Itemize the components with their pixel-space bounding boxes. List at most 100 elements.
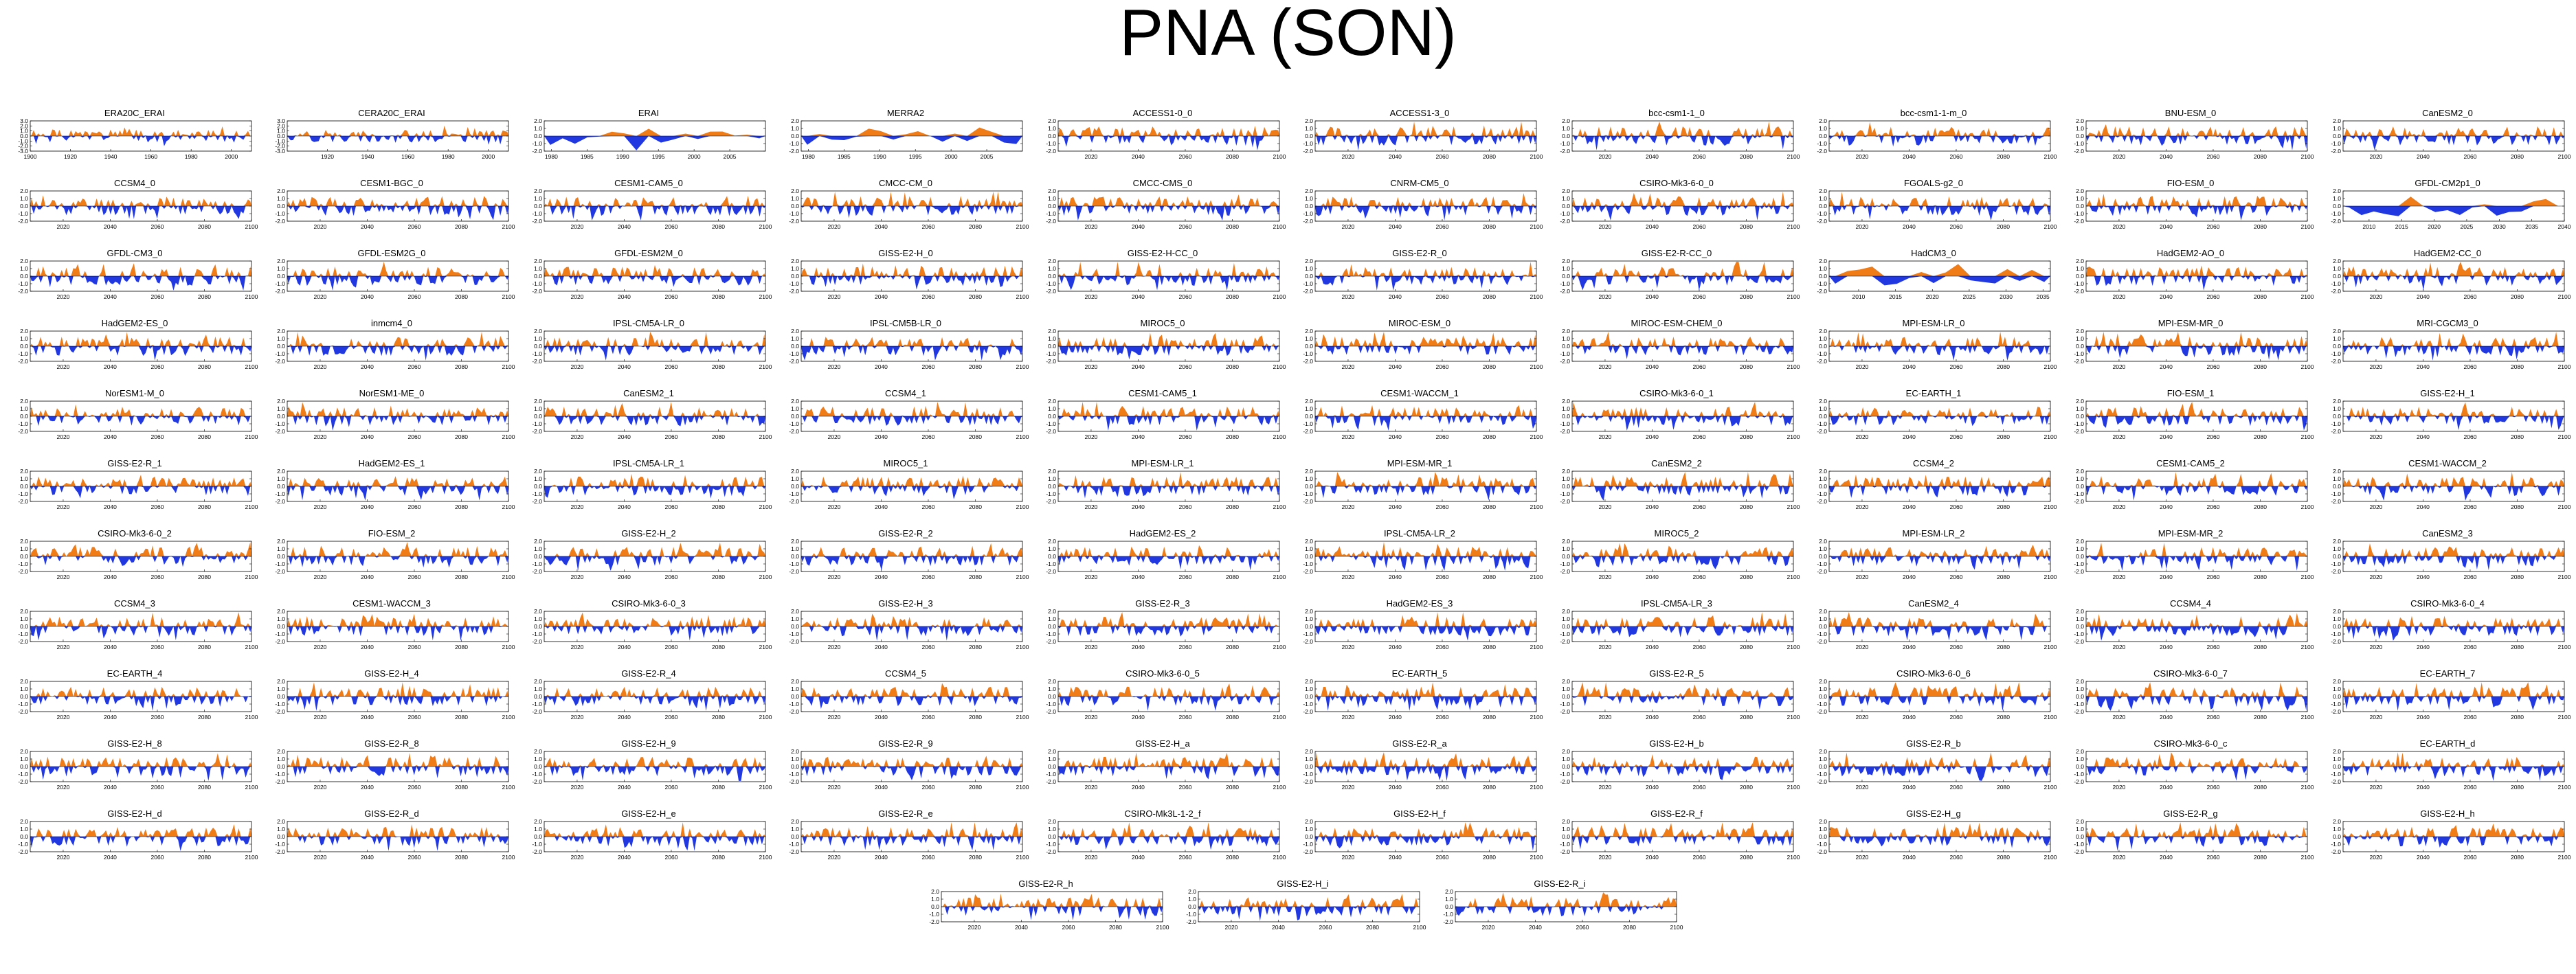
panel-title: CESM1-CAM5_2 bbox=[2156, 458, 2225, 468]
panel-title: HadGEM2-ES_2 bbox=[1129, 528, 1196, 539]
x-tick-label: 2020 bbox=[1341, 223, 1354, 230]
y-tick-label: 1.0 bbox=[1048, 475, 1056, 482]
y-tick-label: -2.0 bbox=[1303, 568, 1313, 575]
panel-GISS-E2-H_8: GISS-E2-H_8 -2.0 -1.0 0.0 1.0 2.0 2020 2040 2060… bbox=[10, 739, 260, 797]
x-tick-label: 2080 bbox=[1109, 924, 1122, 931]
x-tick-label: 2040 bbox=[2160, 574, 2173, 580]
y-tick-label: 0.0 bbox=[1562, 623, 1570, 630]
x-tick-label: 2040 bbox=[1903, 644, 1916, 650]
x-tick-label: 2100 bbox=[2558, 574, 2571, 580]
y-tick-label: -1.0 bbox=[532, 701, 542, 707]
negative-area bbox=[544, 206, 765, 220]
y-tick-label: 0.0 bbox=[1305, 763, 1313, 770]
positive-area bbox=[1058, 262, 1279, 276]
y-tick-label: -2.0 bbox=[1046, 428, 1056, 435]
x-tick-label: 2080 bbox=[1226, 363, 1239, 370]
panel-HadGEM2-ES_3: HadGEM2-ES_3 -2.0 -1.0 0.0 1.0 2.0 2020 2040 206… bbox=[1295, 599, 1545, 657]
x-tick-label: 2100 bbox=[2044, 714, 2057, 721]
x-tick-label: 2020 bbox=[313, 784, 326, 791]
y-tick-label: -2.0 bbox=[1560, 778, 1570, 785]
x-tick-label: 2020 bbox=[1084, 223, 1097, 230]
panel-EC-EARTH_4: EC-EARTH_4 -2.0 -1.0 0.0 1.0 2.0 2020 2040 2060 2… bbox=[10, 669, 260, 727]
y-tick-label: 0.0 bbox=[20, 623, 28, 630]
positive-area bbox=[1572, 612, 1793, 626]
panel-title: ERAI bbox=[638, 108, 660, 118]
y-tick-label: -2.0 bbox=[1303, 288, 1313, 295]
x-tick-label: 2030 bbox=[2000, 293, 2013, 300]
y-tick-label: 2.0 bbox=[1562, 678, 1570, 685]
y-tick-label: 0.0 bbox=[534, 133, 542, 139]
y-tick-label: -2.0 bbox=[2331, 218, 2341, 225]
positive-area bbox=[1315, 405, 1536, 416]
panel-title: CSIRO-Mk3-6-0_5 bbox=[1125, 668, 1200, 679]
y-tick-label: 2.0 bbox=[2076, 538, 2084, 545]
y-tick-label: 0.0 bbox=[1048, 833, 1056, 840]
positive-area bbox=[941, 893, 1163, 907]
panel-title: CMCC-CMS_0 bbox=[1132, 178, 1193, 188]
y-tick-label: 1.0 bbox=[1305, 405, 1313, 412]
y-tick-label: -2.0 bbox=[1817, 638, 1827, 645]
x-tick-label: 2040 bbox=[875, 293, 888, 300]
x-tick-label: 2020 bbox=[827, 223, 840, 230]
x-tick-label: 2020 bbox=[1855, 153, 1868, 160]
y-tick-label: 3.0 bbox=[277, 117, 285, 124]
y-tick-label: 0.0 bbox=[20, 483, 28, 490]
x-tick-label: 2080 bbox=[1997, 503, 2010, 510]
x-tick-label: 2020 bbox=[2112, 503, 2125, 510]
panel-title: CNRM-CM5_0 bbox=[1390, 178, 1449, 188]
panel-MIROC-ESM_0: MIROC-ESM_0 -2.0 -1.0 0.0 1.0 2.0 2020 2040 2060… bbox=[1295, 319, 1545, 376]
negative-area bbox=[801, 136, 1022, 145]
y-tick-label: -2.0 bbox=[275, 143, 285, 150]
negative-area bbox=[1829, 206, 2050, 220]
negative-area bbox=[287, 767, 508, 778]
y-tick-label: -1.0 bbox=[275, 420, 285, 427]
panel-title: CCSM4_2 bbox=[1913, 458, 1954, 468]
y-tick-label: -1.0 bbox=[1303, 280, 1313, 287]
x-tick-label: 2040 bbox=[104, 433, 117, 440]
panel-CCSM4_5: CCSM4_5 -2.0 -1.0 0.0 1.0 2.0 2020 2040 2060 2080… bbox=[781, 669, 1031, 727]
y-tick-label: 0.0 bbox=[277, 343, 285, 350]
y-tick-label: 0.0 bbox=[534, 763, 542, 770]
panel-title: MRI-CGCM3_0 bbox=[2417, 318, 2478, 328]
x-tick-label: 2080 bbox=[2254, 433, 2267, 440]
x-tick-label: 2040 bbox=[1646, 714, 1659, 721]
x-tick-label: 2020 bbox=[1855, 714, 1868, 721]
x-tick-label: 2040 bbox=[1646, 644, 1659, 650]
y-tick-label: 2.0 bbox=[2333, 258, 2341, 264]
y-tick-label: -2.0 bbox=[789, 148, 799, 155]
x-tick-label: 2100 bbox=[1530, 714, 1543, 721]
x-tick-label: 2020 bbox=[2112, 644, 2125, 650]
panel-EC-EARTH_5: EC-EARTH_5 -2.0 -1.0 0.0 1.0 2.0 2020 2040 2060 2… bbox=[1295, 669, 1545, 727]
x-tick-label: 2020 bbox=[1084, 503, 1097, 510]
y-tick-label: 2.0 bbox=[1305, 538, 1313, 545]
x-tick-label: 2040 bbox=[1646, 153, 1659, 160]
panel-GISS-E2-R_3: GISS-E2-R_3 -2.0 -1.0 0.0 1.0 2.0 2020 2040 2060… bbox=[1038, 599, 1288, 657]
positive-area bbox=[1058, 332, 1279, 346]
positive-area bbox=[287, 753, 508, 767]
y-tick-label: 2.0 bbox=[1819, 117, 1827, 124]
panel-GISS-E2-H_0: GISS-E2-H_0 -2.0 -1.0 0.0 1.0 2.0 2020 2040 2060… bbox=[781, 249, 1031, 306]
x-tick-label: 2060 bbox=[1436, 433, 1449, 440]
positive-area bbox=[1829, 192, 2050, 206]
x-tick-label: 2080 bbox=[1740, 503, 1753, 510]
negative-area bbox=[1198, 907, 1420, 921]
x-tick-label: 2060 bbox=[1693, 363, 1706, 370]
x-tick-label: 2080 bbox=[1483, 293, 1496, 300]
x-tick-label: 2060 bbox=[1693, 784, 1706, 791]
negative-area bbox=[1058, 276, 1279, 291]
y-tick-label: 1.0 bbox=[1819, 405, 1827, 412]
panel-title: CanESM2_3 bbox=[2422, 528, 2473, 539]
panel-GISS-E2-R_h: GISS-E2-R_h -2.0 -1.0 0.0 1.0 2.0 2020 2040 2060… bbox=[921, 879, 1171, 937]
y-tick-label: -1.0 bbox=[2331, 490, 2341, 497]
negative-area bbox=[287, 486, 508, 501]
